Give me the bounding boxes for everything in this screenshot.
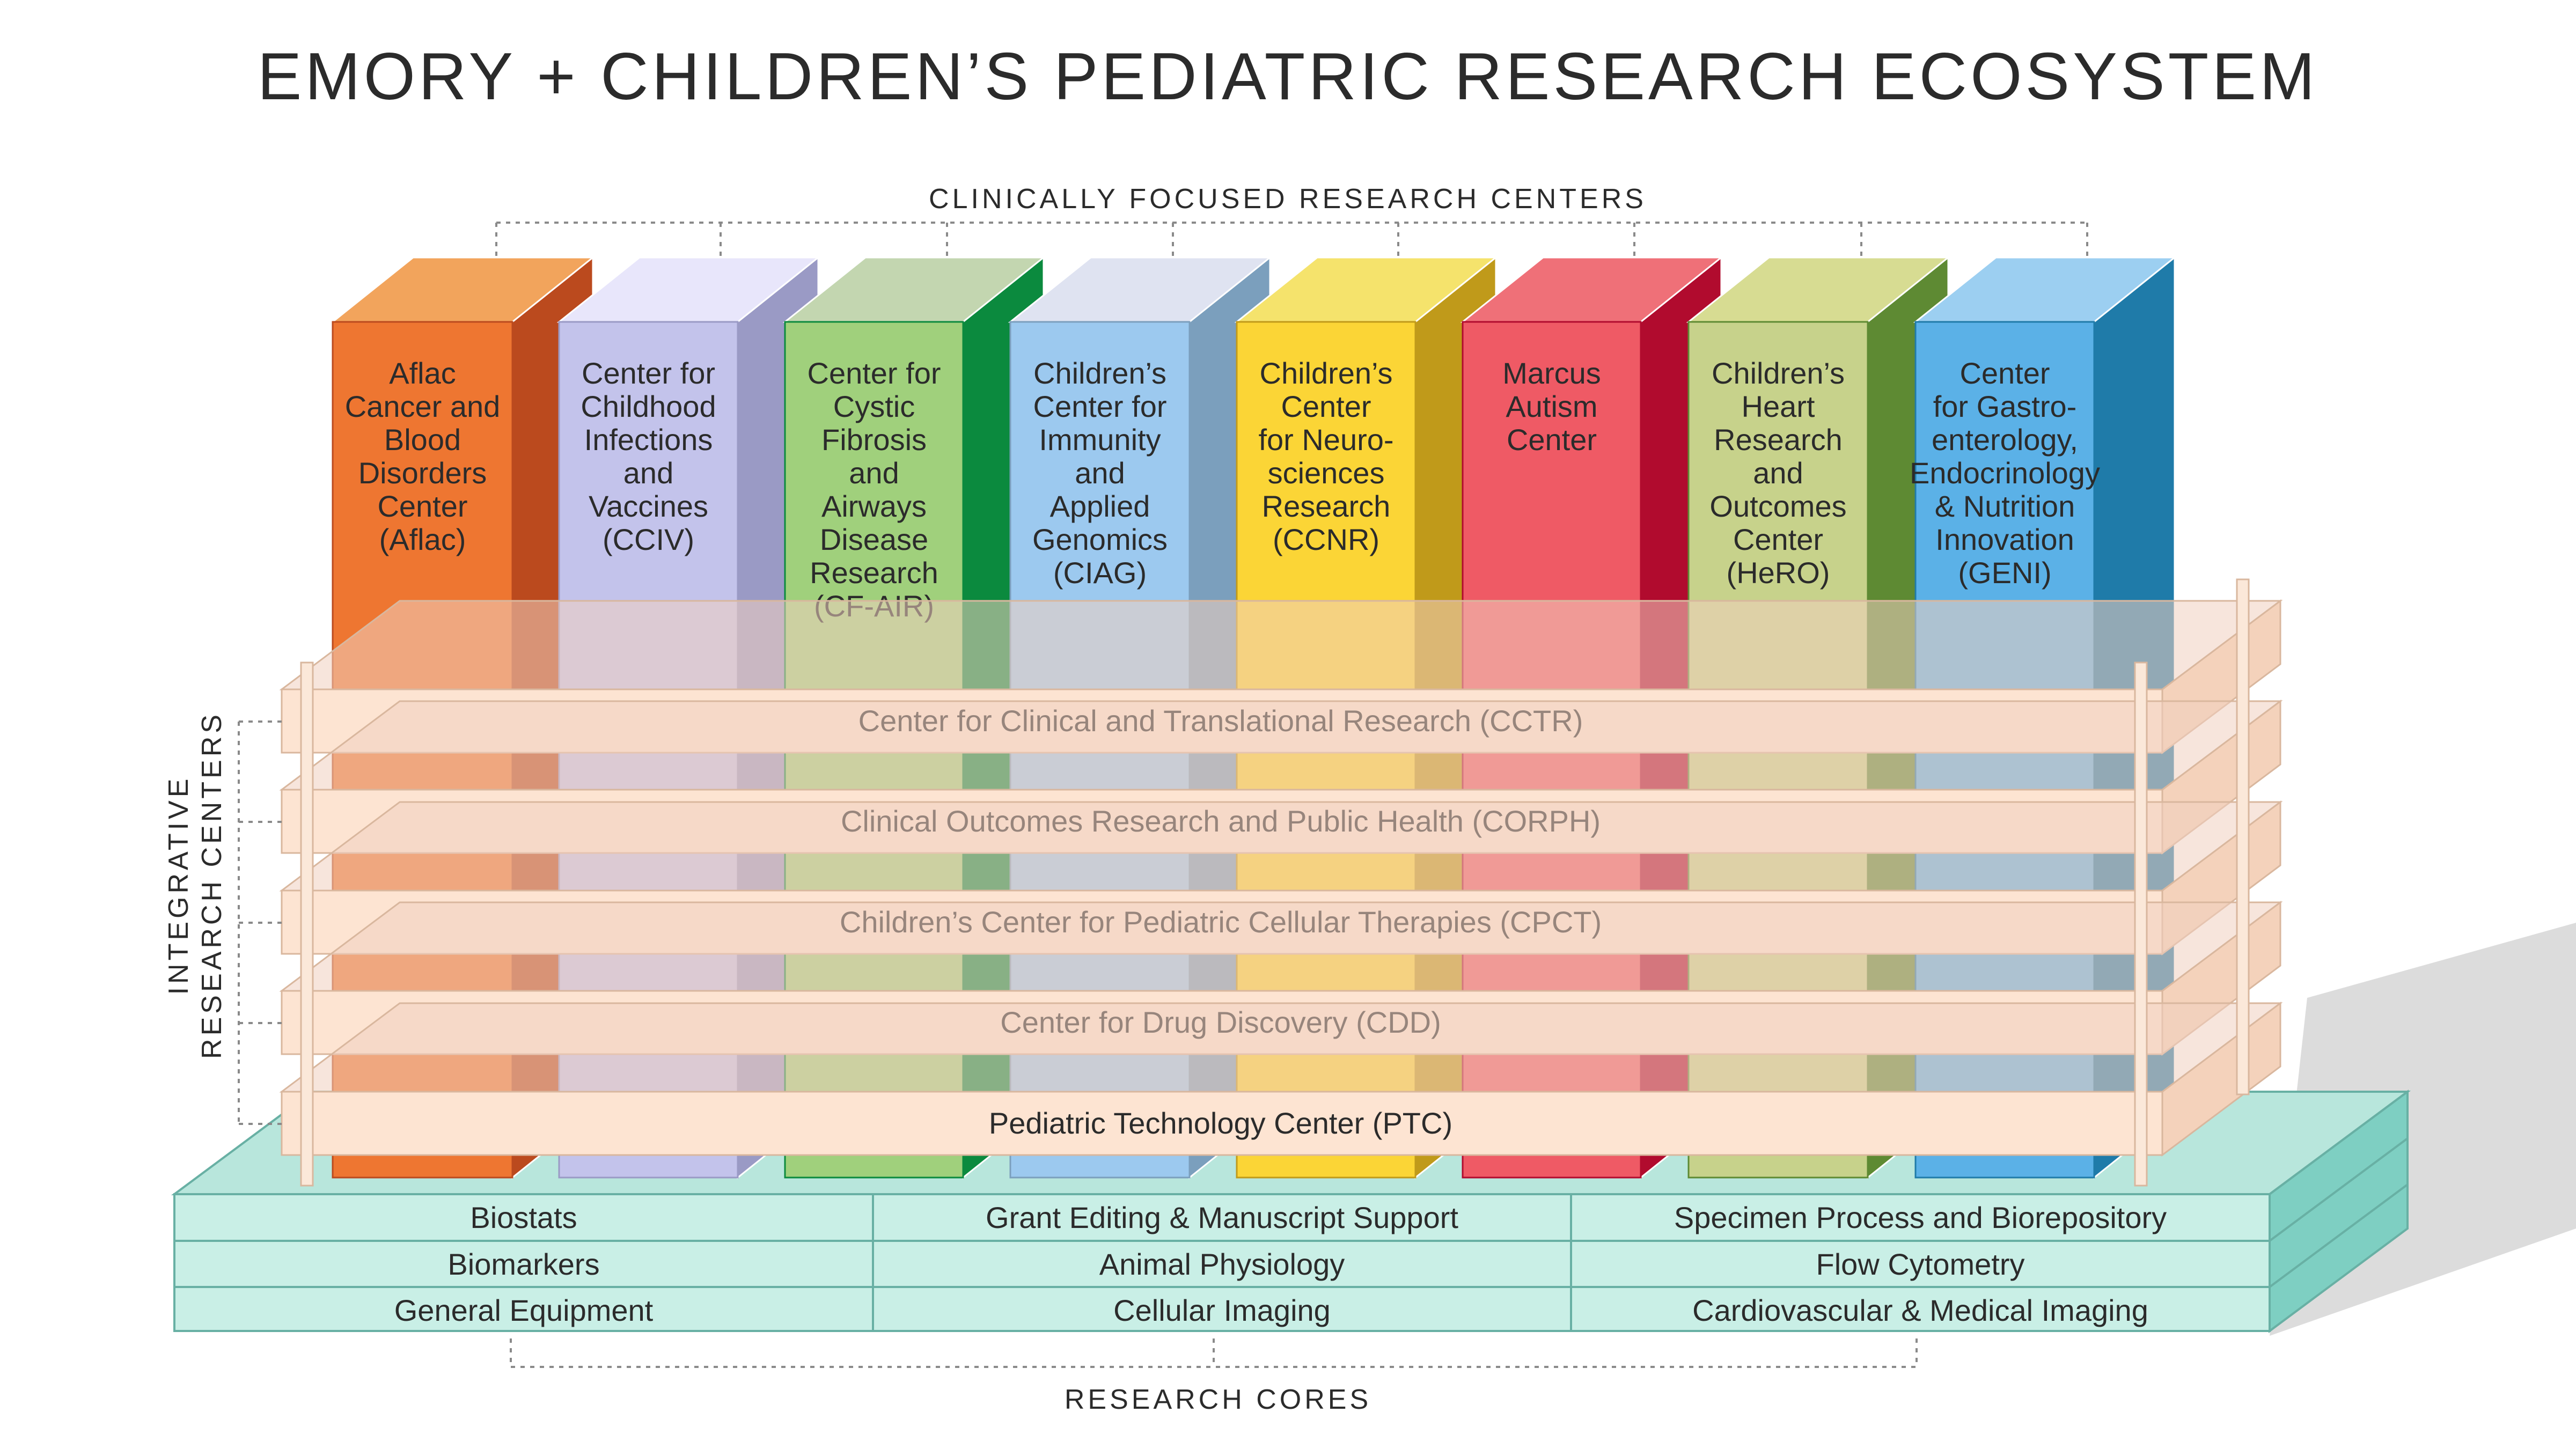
clinical-centers-label: CLINICALLY FOCUSED RESEARCH CENTERS bbox=[929, 183, 1647, 215]
clinical-center-label-line: (Aflac) bbox=[379, 523, 466, 556]
clinical-center-label-line: Marcus bbox=[1502, 356, 1601, 390]
core-animal-physiology: Animal Physiology bbox=[1099, 1247, 1345, 1281]
layer-top-face bbox=[279, 600, 2283, 690]
clinical-center-label-line: Children’s bbox=[1260, 356, 1393, 390]
clinical-center-label-line: Vaccines bbox=[589, 489, 708, 523]
core-general-equipment: General Equipment bbox=[394, 1293, 654, 1327]
support-post bbox=[2134, 661, 2148, 1187]
clinical-center-label-line: Center bbox=[1507, 423, 1597, 457]
clinical-center-label-line: Innovation bbox=[1935, 523, 2074, 556]
clinical-center-label-line: for Neuro- bbox=[1258, 423, 1393, 457]
core-cell bbox=[872, 1193, 1572, 1242]
clinical-center-label-line: (CCIV) bbox=[603, 523, 694, 556]
core-side-divider bbox=[2269, 1137, 2409, 1242]
clinical-center-label-line: Genomics bbox=[1032, 523, 1168, 556]
research-cores-grid: Biostats Grant Editing & Manuscript Suppo… bbox=[173, 1137, 2409, 1332]
core-grant-editing-manuscript-support: Grant Editing & Manuscript Support bbox=[986, 1201, 1458, 1234]
support-post bbox=[2236, 578, 2250, 1095]
layer-front-face bbox=[281, 1091, 2163, 1156]
clinical-center-label-line: Disorders bbox=[358, 456, 487, 490]
clinical-center-label-line: and bbox=[1075, 456, 1125, 490]
integrative-centers: Center for Clinical and Translational Re… bbox=[279, 578, 2283, 1187]
integrative-centers-label-line2: RESEARCH CENTERS bbox=[196, 711, 227, 1059]
clinical-center-label-line: Research bbox=[1714, 423, 1843, 457]
clinical-center-label-line: Heart bbox=[1742, 389, 1815, 423]
clinical-center-label-line: Center bbox=[1959, 356, 2050, 390]
clinical-center-label-line: (GENI) bbox=[1958, 556, 2051, 590]
clinical-centers-bracket bbox=[495, 222, 2088, 256]
clinical-center-label-line: Infections bbox=[584, 423, 713, 457]
core-biostats: Biostats bbox=[470, 1201, 577, 1234]
clinical-center-label-line: Children’s bbox=[1712, 356, 1845, 390]
clinical-center-label-line: Childhood bbox=[581, 389, 716, 423]
clinical-center-label-line: Research bbox=[1262, 489, 1391, 523]
clinical-center-label-line: Children’s bbox=[1033, 356, 1166, 390]
clinical-center-label-line: Aflac bbox=[389, 356, 456, 390]
clinical-center-label-line: Cystic bbox=[833, 389, 915, 423]
layer-top-face bbox=[279, 700, 2283, 791]
clinical-center-label-line: Center bbox=[1281, 389, 1371, 423]
integrative-center-label: Pediatric Technology Center (PTC) bbox=[989, 1106, 1452, 1140]
clinical-center-label-line: Outcomes bbox=[1709, 489, 1846, 523]
clinical-center-label-line: (CIAG) bbox=[1053, 556, 1147, 590]
clinical-center-label-line: Blood bbox=[384, 423, 461, 457]
core-cardiovascular-medical-imaging: Cardiovascular & Medical Imaging bbox=[1692, 1293, 2148, 1327]
clinical-center-label-line: Cancer and bbox=[345, 389, 501, 423]
clinical-center-label-line: Disease bbox=[820, 523, 928, 556]
integrative-center-5: Pediatric Technology Center (PTC) bbox=[279, 1002, 2283, 1157]
core-cell bbox=[872, 1286, 1572, 1332]
layer-top-face bbox=[279, 1002, 2283, 1093]
core-biomarkers: Biomarkers bbox=[447, 1247, 599, 1281]
core-cell bbox=[1570, 1240, 2271, 1288]
clinical-center-label-line: sciences bbox=[1268, 456, 1385, 490]
clinical-center-label-line: & Nutrition bbox=[1935, 489, 2075, 523]
page-title: EMORY + CHILDREN’S PEDIATRIC RESEARCH EC… bbox=[258, 40, 2318, 114]
clinical-center-label-line: Endocrinology bbox=[1910, 456, 2100, 490]
clinical-center-label-line: Research bbox=[810, 556, 938, 590]
layer-top-face bbox=[279, 801, 2283, 892]
clinical-center-label-line: Center for bbox=[582, 356, 715, 390]
clinical-center-label-line: Center for bbox=[808, 356, 941, 390]
clinical-center-label-line: Fibrosis bbox=[821, 423, 927, 457]
clinical-center-label-line: enterology, bbox=[1932, 423, 2078, 457]
core-cell bbox=[872, 1240, 1572, 1288]
clinical-center-label-line: and bbox=[1753, 456, 1803, 490]
support-post bbox=[300, 661, 314, 1187]
core-cellular-imaging: Cellular Imaging bbox=[1113, 1293, 1331, 1327]
research-cores-bracket bbox=[510, 1338, 1918, 1368]
clinical-center-label-line: for Gastro- bbox=[1933, 389, 2077, 423]
clinical-center-label-line: Airways bbox=[821, 489, 927, 523]
core-cell bbox=[1570, 1193, 2271, 1242]
clinical-center-label-line: Applied bbox=[1050, 489, 1150, 523]
clinical-center-label-line: Center for bbox=[1033, 389, 1167, 423]
clinical-center-label-line: and bbox=[623, 456, 673, 490]
integrative-centers-label-line1: INTEGRATIVE bbox=[163, 776, 194, 995]
clinical-center-label-line: Center bbox=[1733, 523, 1823, 556]
clinical-center-label-line: Center bbox=[377, 489, 467, 523]
clinical-center-label-line: Autism bbox=[1506, 389, 1597, 423]
core-cell bbox=[1570, 1286, 2271, 1332]
core-specimen-process-and-biorepository: Specimen Process and Biorepository bbox=[1674, 1201, 2167, 1234]
research-cores-label: RESEARCH CORES bbox=[1065, 1384, 1371, 1415]
core-flow-cytometry: Flow Cytometry bbox=[1816, 1247, 2025, 1281]
core-cell bbox=[173, 1286, 874, 1332]
clinical-center-label-line: Immunity bbox=[1039, 423, 1161, 457]
layer-top-face bbox=[279, 901, 2283, 992]
core-side-divider bbox=[2269, 1183, 2409, 1288]
clinical-center-label-line: (HeRO) bbox=[1727, 556, 1830, 590]
integrative-centers-bracket bbox=[238, 720, 282, 1125]
clinical-center-label-line: (CCNR) bbox=[1273, 523, 1379, 556]
clinical-center-label-line: and bbox=[849, 456, 899, 490]
